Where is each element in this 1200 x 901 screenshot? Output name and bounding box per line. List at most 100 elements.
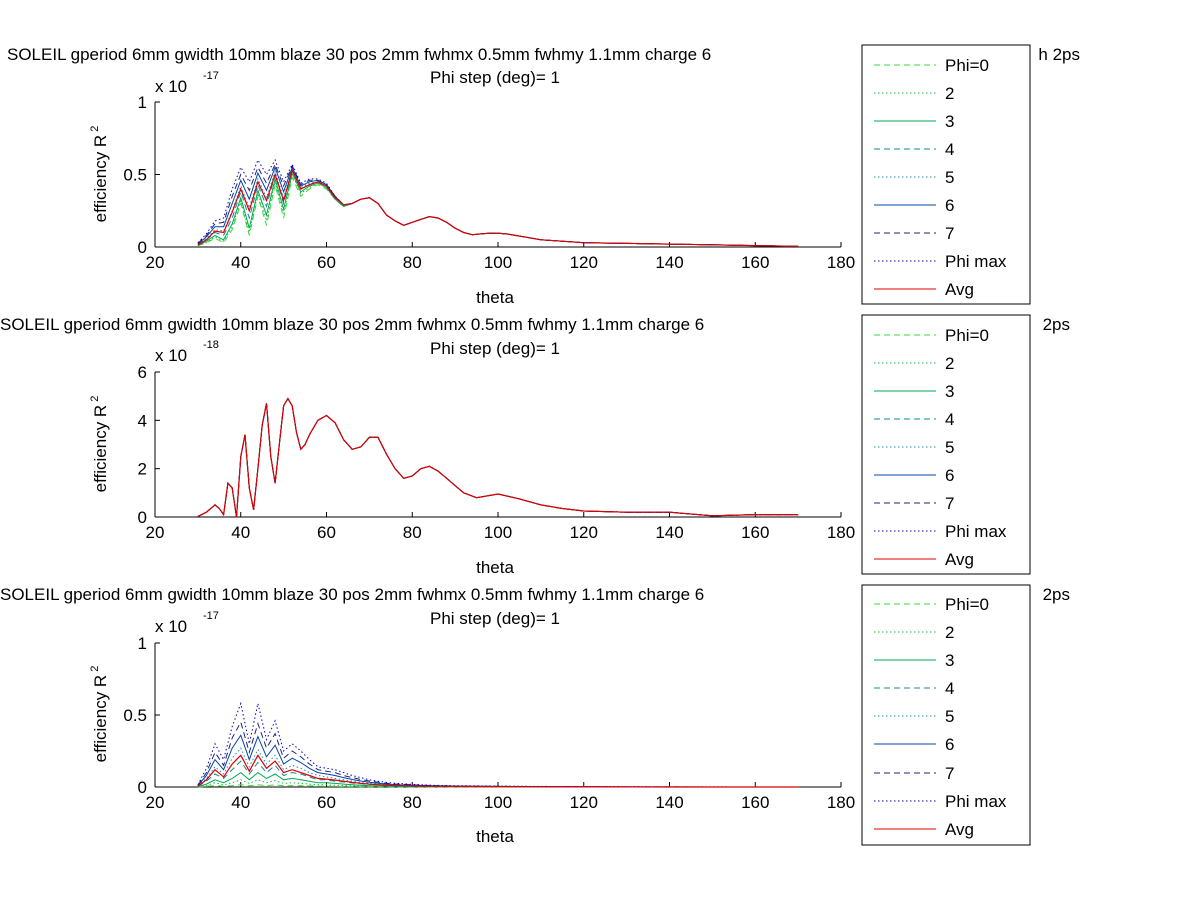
subplot-3-xtick-label: 40 xyxy=(231,793,250,812)
subplot-2-ytick-label: 6 xyxy=(138,363,147,382)
subplot-1-legend-label-5: 5 xyxy=(945,168,954,187)
subplot-2-subtitle: Phi step (deg)= 1 xyxy=(430,339,560,358)
subplot-2-ytick-label: 4 xyxy=(138,411,147,430)
subplot-2-ylabel-group: efficiency R2 xyxy=(89,396,110,493)
subplot-2-legend-label-phi0: Phi=0 xyxy=(945,326,989,345)
subplot-1-xtick-label: 40 xyxy=(231,253,250,272)
subplot-1-ytick-label: 1 xyxy=(138,93,147,112)
subplot-2-ylabel: efficiency R2 xyxy=(89,396,110,493)
subplot-2-plot-area: 20 40 60 80 100 120 140 160 180 0 2 4 6 xyxy=(138,363,856,542)
subplot-3-legend: Phi=0 2 3 4 5 6 7 Phi max Avg xyxy=(861,584,1031,846)
subplot-1-legend-label-6: 6 xyxy=(945,196,954,215)
subplot-3-plot-area: 20 40 60 80 100 120 140 160 180 0 0.5 1 xyxy=(123,634,855,812)
subplot-3-subtitle: Phi step (deg)= 1 xyxy=(430,609,560,628)
subplot-1-xtick-label: 60 xyxy=(317,253,336,272)
subplot-2-ytick-label: 2 xyxy=(138,460,147,479)
subplot-2-legend-label-4: 4 xyxy=(945,410,954,429)
subplot-3-legend-label-7: 7 xyxy=(945,764,954,783)
subplot-1-ytick-label: 0 xyxy=(138,238,147,257)
subplot-3-series-avg xyxy=(197,754,799,788)
subplot-1-title: SOLEIL gperiod 6mm gwidth 10mm blaze 30 … xyxy=(7,45,711,64)
subplot-2-xtick-label: 140 xyxy=(655,523,683,542)
subplot-1-legend-label-4: 4 xyxy=(945,140,954,159)
subplot-1-legend-label-phi0: Phi=0 xyxy=(945,56,989,75)
subplot-2: SOLEIL gperiod 6mm gwidth 10mm blaze 30 … xyxy=(0,314,1070,577)
subplot-2-xtick-label: 120 xyxy=(570,523,598,542)
subplot-1-xtick-label: 140 xyxy=(655,253,683,272)
subplot-1-exponent-base: x 10 xyxy=(155,77,187,96)
subplot-3-series-phimax xyxy=(197,701,799,788)
subplot-3: SOLEIL gperiod 6mm gwidth 10mm blaze 30 … xyxy=(0,584,1070,846)
subplot-3-exponent-power: -17 xyxy=(203,610,219,622)
subplot-2-legend-label-2: 2 xyxy=(945,354,954,373)
subplot-3-series-phi5 xyxy=(197,747,799,788)
subplot-1-xtick-label: 100 xyxy=(484,253,512,272)
subplot-1-legend-label-phimax: Phi max xyxy=(945,252,1007,271)
subplot-1-xlabel: theta xyxy=(476,288,514,307)
subplot-3-xtick-label: 100 xyxy=(484,793,512,812)
subplot-1-ylabel: efficiency R2 xyxy=(89,126,110,223)
subplot-1-legend-label-7: 7 xyxy=(945,224,954,243)
subplot-3-xtick-label: 180 xyxy=(827,793,855,812)
subplot-2-legend: Phi=0 2 3 4 5 6 7 Phi max Avg xyxy=(861,314,1031,575)
subplot-2-legend-label-phimax: Phi max xyxy=(945,522,1007,541)
subplot-3-legend-label-5: 5 xyxy=(945,707,954,726)
subplot-2-series-avg xyxy=(197,397,799,518)
subplot-3-legend-label-4: 4 xyxy=(945,679,954,698)
subplot-2-xtick-label: 60 xyxy=(317,523,336,542)
subplot-2-title-tail: 2ps xyxy=(1043,315,1070,334)
subplot-2-legend-label-avg: Avg xyxy=(945,550,974,569)
subplot-2-exponent-base: x 10 xyxy=(155,346,187,365)
subplot-1-legend: Phi=0 2 3 4 5 6 7 Phi max Avg xyxy=(861,44,1031,305)
subplot-1-legend-label-3: 3 xyxy=(945,112,954,131)
subplot-1-legend-label-2: 2 xyxy=(945,84,954,103)
subplot-2-ytick-label: 0 xyxy=(138,508,147,527)
subplot-2-exponent-power: -18 xyxy=(203,339,219,351)
subplot-1-title-tail: h 2ps xyxy=(1038,45,1080,64)
subplot-2-legend-label-6: 6 xyxy=(945,466,954,485)
subplot-2-xtick-label: 40 xyxy=(231,523,250,542)
subplot-3-title: SOLEIL gperiod 6mm gwidth 10mm blaze 30 … xyxy=(0,585,704,604)
subplot-3-exponent-base: x 10 xyxy=(155,617,187,636)
subplot-1-xtick-label: 120 xyxy=(570,253,598,272)
subplot-3-legend-label-3: 3 xyxy=(945,651,954,670)
subplot-3-legend-label-2: 2 xyxy=(945,623,954,642)
subplot-3-legend-label-phimax: Phi max xyxy=(945,792,1007,811)
subplot-3-xtick-label: 160 xyxy=(741,793,769,812)
subplot-3-xtick-label: 80 xyxy=(403,793,422,812)
subplot-1: SOLEIL gperiod 6mm gwidth 10mm blaze 30 … xyxy=(7,44,1080,307)
subplot-1-ylabel-group: efficiency R2 xyxy=(89,126,110,223)
subplot-3-xtick-label: 140 xyxy=(655,793,683,812)
subplot-1-series-avg xyxy=(197,168,799,247)
subplot-3-ytick-label: 0.5 xyxy=(123,706,147,725)
subplot-1-series-phimax xyxy=(197,158,799,247)
subplot-2-xtick-label: 80 xyxy=(403,523,422,542)
subplot-2-legend-label-7: 7 xyxy=(945,494,954,513)
subplot-3-legend-label-avg: Avg xyxy=(945,820,974,839)
subplot-3-series-phi2 xyxy=(197,779,799,788)
subplot-3-legend-box xyxy=(861,584,1031,846)
subplot-1-exponent-power: -17 xyxy=(203,70,219,82)
subplot-1-xtick-label: 180 xyxy=(827,253,855,272)
subplot-1-xtick-label: 80 xyxy=(403,253,422,272)
subplot-2-title: SOLEIL gperiod 6mm gwidth 10mm blaze 30 … xyxy=(0,315,704,334)
subplot-3-ylabel: efficiency R2 xyxy=(89,666,110,763)
subplot-1-plot-area: 20 40 60 80 100 120 140 160 180 0 0.5 1 xyxy=(123,93,855,272)
subplot-2-xtick-label: 180 xyxy=(827,523,855,542)
subplot-2-xtick-label: 20 xyxy=(146,523,165,542)
subplot-1-legend-label-avg: Avg xyxy=(945,280,974,299)
subplot-2-xlabel: theta xyxy=(476,558,514,577)
subplot-2-xtick-label: 100 xyxy=(484,523,512,542)
subplot-3-ylabel-group: efficiency R2 xyxy=(89,666,110,763)
subplot-1-xtick-label: 160 xyxy=(741,253,769,272)
subplot-3-xtick-label: 120 xyxy=(570,793,598,812)
subplot-3-legend-label-6: 6 xyxy=(945,735,954,754)
subplot-1-ytick-label: 0.5 xyxy=(123,166,147,185)
subplot-3-ytick-label: 0 xyxy=(138,778,147,797)
subplot-3-ytick-label: 1 xyxy=(138,634,147,653)
subplot-1-xtick-label: 20 xyxy=(146,253,165,272)
subplot-3-xtick-label: 60 xyxy=(317,793,336,812)
subplot-1-subtitle: Phi step (deg)= 1 xyxy=(430,68,560,87)
subplot-3-xtick-label: 20 xyxy=(146,793,165,812)
